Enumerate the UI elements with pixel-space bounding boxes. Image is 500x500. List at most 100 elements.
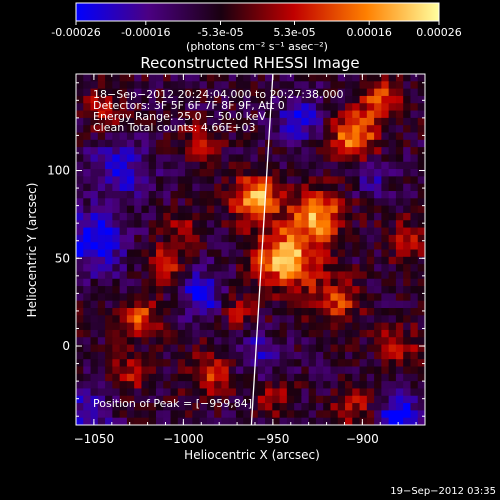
heatmap-cell	[105, 103, 113, 112]
heatmap-cell	[134, 132, 143, 141]
heatmap-cell	[330, 329, 339, 338]
heatmap-cell	[105, 234, 113, 243]
heatmap-cell	[214, 410, 223, 419]
heatmap-cell	[323, 147, 332, 156]
heatmap-cell	[221, 359, 230, 368]
heatmap-cell	[112, 344, 121, 353]
heatmap-cell	[366, 227, 375, 236]
heatmap-cell	[286, 169, 295, 177]
heatmap-cell	[403, 147, 412, 156]
heatmap-cell	[214, 132, 223, 141]
heatmap-cell	[148, 220, 157, 229]
heatmap-cell	[170, 388, 179, 397]
heatmap-cell	[76, 147, 84, 156]
heatmap-cell	[148, 139, 157, 148]
heatmap-cell	[148, 293, 157, 302]
heatmap-cell	[359, 315, 368, 324]
heatmap-cell	[105, 117, 113, 126]
heatmap-cell	[286, 329, 295, 338]
heatmap-cell	[381, 154, 390, 163]
heatmap-cell	[374, 88, 382, 97]
heatmap-cell	[214, 417, 223, 425]
heatmap-cell	[308, 322, 317, 331]
heatmap-cell	[243, 322, 252, 331]
heatmap-cell	[155, 139, 164, 148]
heatmap-cell	[134, 74, 143, 82]
heatmap-cell	[374, 132, 382, 141]
heatmap-cell	[395, 417, 404, 425]
heatmap-cell	[388, 95, 397, 104]
heatmap-cell	[366, 337, 375, 346]
heatmap-cell	[410, 388, 419, 397]
heatmap-cell	[97, 74, 106, 82]
heatmap-cell	[352, 95, 361, 104]
heatmap-cell	[250, 271, 259, 280]
heatmap-cell	[374, 117, 382, 126]
heatmap-cell	[243, 249, 252, 258]
heatmap-cell	[257, 315, 266, 324]
heatmap-cell	[243, 286, 252, 294]
heatmap-cell	[76, 395, 84, 404]
heatmap-cell	[359, 132, 368, 141]
heatmap-cell	[97, 234, 106, 243]
heatmap-cell	[395, 205, 404, 214]
heatmap-cell	[228, 147, 237, 156]
heatmap-cell	[148, 344, 157, 353]
heatmap-cell	[112, 403, 121, 411]
heatmap-cell	[250, 234, 259, 243]
heatmap-cell	[337, 220, 346, 229]
heatmap-cell	[221, 125, 230, 134]
heatmap-cell	[265, 366, 273, 375]
heatmap-cell	[97, 95, 106, 104]
heatmap-cell	[141, 373, 150, 382]
heatmap-cell	[308, 212, 317, 221]
heatmap-cell	[345, 337, 353, 346]
heatmap-cell	[301, 256, 310, 265]
heatmap-cell	[206, 242, 215, 251]
heatmap-cell	[192, 191, 201, 199]
heatmap-cell	[395, 256, 404, 265]
heatmap-cell	[90, 395, 99, 404]
heatmap-cell	[170, 264, 179, 273]
heatmap-cell	[301, 147, 310, 156]
heatmap-cell	[119, 139, 128, 148]
heatmap-cell	[177, 278, 186, 287]
heatmap-cell	[105, 337, 113, 346]
heatmap-cell	[352, 183, 361, 192]
heatmap-cell	[90, 95, 99, 104]
heatmap-cell	[315, 249, 324, 258]
heatmap-cell	[83, 234, 92, 243]
heatmap-cell	[279, 308, 288, 316]
heatmap-cell	[206, 147, 215, 156]
heatmap-cell	[417, 366, 425, 375]
heatmap-cell	[366, 212, 375, 221]
heatmap-cell	[134, 147, 143, 156]
heatmap-cell	[337, 366, 346, 375]
heatmap-cell	[403, 322, 412, 331]
heatmap-cell	[345, 147, 353, 156]
heatmap-cell	[170, 286, 179, 294]
heatmap-cell	[403, 351, 412, 360]
heatmap-cell	[279, 198, 288, 207]
heatmap-cell	[301, 410, 310, 419]
heatmap-cell	[126, 271, 135, 280]
heatmap-cell	[410, 300, 419, 309]
heatmap-cell	[214, 176, 223, 185]
heatmap-cell	[119, 81, 128, 90]
heatmap-cell	[243, 74, 252, 82]
heatmap-cell	[323, 286, 332, 294]
heatmap-cell	[155, 132, 164, 141]
heatmap-cell	[301, 264, 310, 273]
heatmap-cell	[199, 264, 208, 273]
heatmap-cell	[366, 81, 375, 90]
y-axis-label: Heliocentric Y (arcsec)	[25, 183, 39, 318]
heatmap-cell	[257, 337, 266, 346]
heatmap-cell	[90, 74, 99, 82]
heatmap-cell	[403, 388, 412, 397]
heatmap-cell	[119, 227, 128, 236]
heatmap-cell	[286, 381, 295, 390]
heatmap-cell	[243, 264, 252, 273]
heatmap-cell	[177, 103, 186, 112]
heatmap-cell	[352, 315, 361, 324]
heatmap-cell	[243, 227, 252, 236]
